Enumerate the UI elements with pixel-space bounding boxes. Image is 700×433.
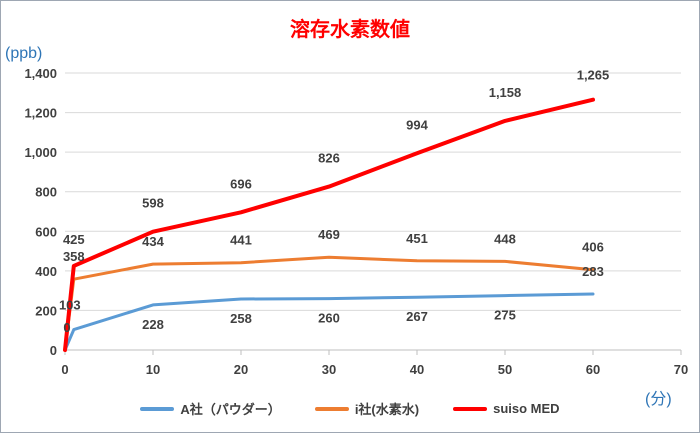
- y-tick-label: 1,400: [24, 66, 57, 81]
- x-tick-label: 50: [498, 362, 512, 377]
- data-label: 228: [142, 317, 164, 332]
- legend-item-a: A社（パウダー）: [140, 399, 281, 418]
- data-label: 425: [63, 232, 85, 247]
- data-label: 358: [63, 249, 85, 264]
- y-tick-label: 1,200: [24, 106, 57, 121]
- legend-swatch-i: [314, 406, 349, 411]
- y-tick-label: 800: [35, 185, 57, 200]
- legend-item-i: i社(水素水): [314, 399, 420, 418]
- data-label: 258: [230, 311, 252, 326]
- series-line: [63, 255, 595, 352]
- data-label: 434: [142, 234, 164, 249]
- data-label: 696: [230, 176, 252, 191]
- x-tick-label: 30: [322, 362, 336, 377]
- y-tick-label: 200: [35, 303, 57, 318]
- data-label: 275: [494, 308, 516, 323]
- x-tick-label: 40: [410, 362, 424, 377]
- data-label: 826: [318, 151, 340, 166]
- x-tick-label: 70: [674, 362, 688, 377]
- series-line: [63, 97, 595, 352]
- data-label: 994: [406, 117, 428, 132]
- data-label: 267: [406, 309, 428, 324]
- y-axis-unit-label: (ppb): [5, 45, 43, 62]
- x-axis-unit-label: (分): [645, 391, 672, 408]
- data-label: 1,265: [577, 68, 610, 83]
- chart-legend: A社（パウダー） i社(水素水) suiso MED: [1, 399, 699, 418]
- x-tick-label: 60: [586, 362, 600, 377]
- legend-item-suiso: suiso MED: [453, 399, 560, 418]
- x-tick-label: 20: [234, 362, 248, 377]
- data-label: 598: [142, 196, 164, 211]
- legend-label-i: i社(水素水): [354, 402, 420, 417]
- x-tick-label: 10: [146, 362, 160, 377]
- series-line: [63, 292, 595, 352]
- y-tick-label: 0: [50, 343, 57, 358]
- data-label: 260: [318, 311, 340, 326]
- data-label: 283: [582, 264, 604, 279]
- data-label: 0: [63, 320, 70, 335]
- data-label: 469: [318, 227, 340, 242]
- x-tick-label: 0: [61, 362, 68, 377]
- legend-swatch-suiso: [453, 406, 488, 411]
- data-label: 1,158: [489, 85, 522, 100]
- legend-label-suiso: suiso MED: [493, 401, 560, 416]
- data-label: 441: [230, 233, 252, 248]
- data-label: 103: [59, 298, 81, 313]
- data-label: 448: [494, 231, 516, 246]
- data-label: 406: [582, 240, 604, 255]
- chart-title: 溶存水素数値: [290, 19, 410, 41]
- y-tick-label: 400: [35, 264, 57, 279]
- legend-label-a: A社（パウダー）: [180, 402, 281, 417]
- y-tick-label: 1,000: [24, 145, 57, 160]
- legend-swatch-a: [140, 406, 175, 411]
- data-label: 451: [406, 231, 428, 246]
- y-tick-label: 600: [35, 224, 57, 239]
